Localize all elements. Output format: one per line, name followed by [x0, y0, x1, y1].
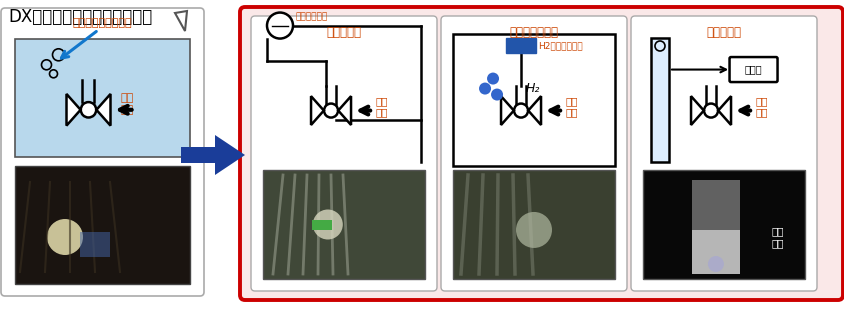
- Bar: [452, 34, 614, 166]
- Bar: [80, 232, 110, 257]
- Text: 水素ガス検知法: 水素ガス検知法: [509, 26, 558, 39]
- Circle shape: [513, 104, 528, 117]
- Circle shape: [486, 73, 499, 84]
- Bar: [690, 230, 739, 274]
- FancyBboxPatch shape: [441, 16, 626, 291]
- Bar: [15, 39, 190, 157]
- Text: 漏れ
検出: 漏れ 検出: [771, 226, 783, 248]
- Circle shape: [479, 83, 490, 95]
- Polygon shape: [528, 96, 540, 125]
- FancyBboxPatch shape: [251, 16, 436, 291]
- Text: DXによる漏れ検査の工程改善: DXによる漏れ検査の工程改善: [8, 8, 152, 26]
- FancyBboxPatch shape: [240, 7, 842, 300]
- FancyBboxPatch shape: [728, 57, 776, 82]
- Bar: [650, 38, 668, 162]
- Text: カメラ: カメラ: [744, 65, 761, 75]
- Text: 空気
加圧: 空気 加圧: [565, 96, 576, 117]
- Text: 流量測定法: 流量測定法: [326, 26, 361, 39]
- Text: 空気
加圧: 空気 加圧: [121, 93, 133, 115]
- Bar: [262, 170, 425, 279]
- Bar: [311, 220, 331, 230]
- Bar: [690, 180, 739, 274]
- FancyBboxPatch shape: [630, 16, 816, 291]
- Text: 従来の水没目視検査: 従来の水没目視検査: [73, 18, 133, 28]
- Text: 画像処理法: 画像処理法: [706, 26, 741, 39]
- Circle shape: [703, 104, 717, 117]
- Circle shape: [312, 210, 343, 239]
- Circle shape: [707, 256, 723, 272]
- Text: 空気
加圧: 空気 加圧: [755, 96, 766, 117]
- Polygon shape: [96, 94, 111, 126]
- Bar: [452, 170, 614, 279]
- Text: 流量センサー: 流量センサー: [295, 12, 327, 21]
- Polygon shape: [311, 96, 323, 125]
- Text: H₂: H₂: [526, 82, 540, 95]
- Polygon shape: [67, 94, 80, 126]
- Bar: [506, 38, 535, 53]
- Circle shape: [267, 12, 293, 39]
- Circle shape: [490, 89, 502, 100]
- Polygon shape: [500, 96, 513, 125]
- Polygon shape: [690, 96, 703, 125]
- FancyBboxPatch shape: [1, 8, 203, 296]
- Text: H2ガスセンサー: H2ガスセンサー: [538, 41, 582, 50]
- Circle shape: [47, 219, 83, 255]
- Bar: [15, 166, 190, 284]
- Polygon shape: [338, 96, 350, 125]
- Polygon shape: [181, 135, 245, 175]
- Bar: [642, 170, 804, 279]
- Text: 空気
加圧: 空気 加圧: [375, 96, 387, 117]
- Circle shape: [323, 104, 338, 117]
- Circle shape: [81, 102, 96, 117]
- Circle shape: [516, 212, 551, 248]
- Polygon shape: [717, 96, 730, 125]
